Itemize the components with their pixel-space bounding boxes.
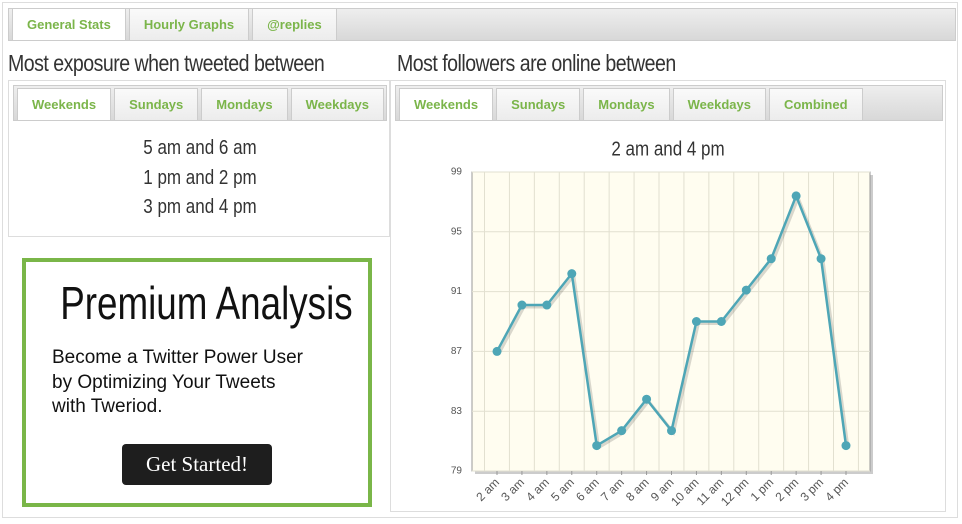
premium-text: with Tweriod. xyxy=(52,396,163,417)
x-tick-label: 6 am xyxy=(573,475,602,504)
data-point xyxy=(617,426,627,436)
x-tick-label: 10 am xyxy=(668,475,701,508)
data-point xyxy=(667,426,676,436)
tab[interactable]: General Stats xyxy=(12,8,126,40)
x-tick-label: 4 am xyxy=(523,475,552,504)
tab[interactable]: Weekends xyxy=(17,88,112,120)
data-point xyxy=(716,317,726,326)
data-point xyxy=(492,346,502,356)
data-point xyxy=(517,300,527,310)
y-tick-label: 87 xyxy=(451,346,463,357)
x-tick-label: 12 pm xyxy=(718,475,751,508)
plot-area xyxy=(471,171,871,472)
y-tick-label: 91 xyxy=(451,286,463,297)
data-point xyxy=(592,441,602,451)
data-point xyxy=(791,191,801,201)
premium-text: Become a Twitter Power User xyxy=(52,347,303,368)
x-tick-label: 3 pm xyxy=(797,475,826,504)
time-range: 5 am and 6 am xyxy=(143,137,257,159)
exposure-panel: Weekends Sundays Mondays Weekdays 5 am a… xyxy=(8,80,390,237)
tab[interactable]: Mondays xyxy=(201,88,288,120)
tab[interactable]: @replies xyxy=(252,8,337,40)
data-point xyxy=(841,441,851,451)
y-tick-label: 79 xyxy=(451,466,463,477)
heading: Most followers are online between xyxy=(397,50,676,76)
premium-box: Premium Analysis Become a Twitter Power … xyxy=(22,258,372,507)
exposure-tabs: Weekends Sundays Mondays Weekdays xyxy=(13,85,387,121)
frame xyxy=(2,2,958,518)
premium-text: by Optimizing Your Tweets xyxy=(52,372,276,393)
y-tick-label: 83 xyxy=(451,406,463,417)
y-tick-label: 99 xyxy=(451,167,463,178)
x-tick-label: 2 am xyxy=(473,475,502,504)
get-started-button[interactable]: Get Started! xyxy=(122,444,272,485)
time-range: 1 pm and 2 pm xyxy=(143,167,257,189)
x-tick-label: 2 pm xyxy=(772,475,801,504)
chart-title: 2 am and 4 pm xyxy=(611,137,724,160)
x-tick-label: 5 am xyxy=(548,475,577,504)
data-point xyxy=(741,285,751,295)
tab[interactable]: Sundays xyxy=(496,88,581,120)
tab[interactable]: Hourly Graphs xyxy=(128,8,250,40)
followers-tabs: Weekends Sundays Mondays Weekdays Combin… xyxy=(395,85,943,121)
tab[interactable]: Mondays xyxy=(583,88,670,120)
x-tick-label: 3 am xyxy=(498,475,527,504)
data-point xyxy=(542,300,552,310)
data-point xyxy=(816,254,826,264)
tab[interactable]: Weekends xyxy=(399,88,494,120)
tab[interactable]: Weekdays xyxy=(672,88,766,120)
x-tick-label: 8 am xyxy=(623,475,652,504)
x-tick-label: 1 pm xyxy=(748,475,777,504)
tab[interactable]: Weekdays xyxy=(290,88,384,120)
y-tick-label: 95 xyxy=(451,226,463,237)
data-point xyxy=(567,269,577,279)
tab[interactable]: Combined xyxy=(768,88,863,120)
time-range: 3 pm and 4 pm xyxy=(143,196,257,218)
main-tabs: General Stats Hourly Graphs @replies xyxy=(8,8,956,41)
premium-title: Premium Analysis xyxy=(60,277,353,329)
data-point xyxy=(691,317,701,326)
heading: Most exposure when tweeted between xyxy=(8,50,325,76)
data-point xyxy=(766,254,776,264)
data-point xyxy=(642,394,652,404)
x-tick-label: 7 am xyxy=(598,475,627,504)
tab[interactable]: Sundays xyxy=(114,88,199,120)
x-tick-label: 4 pm xyxy=(822,475,851,504)
